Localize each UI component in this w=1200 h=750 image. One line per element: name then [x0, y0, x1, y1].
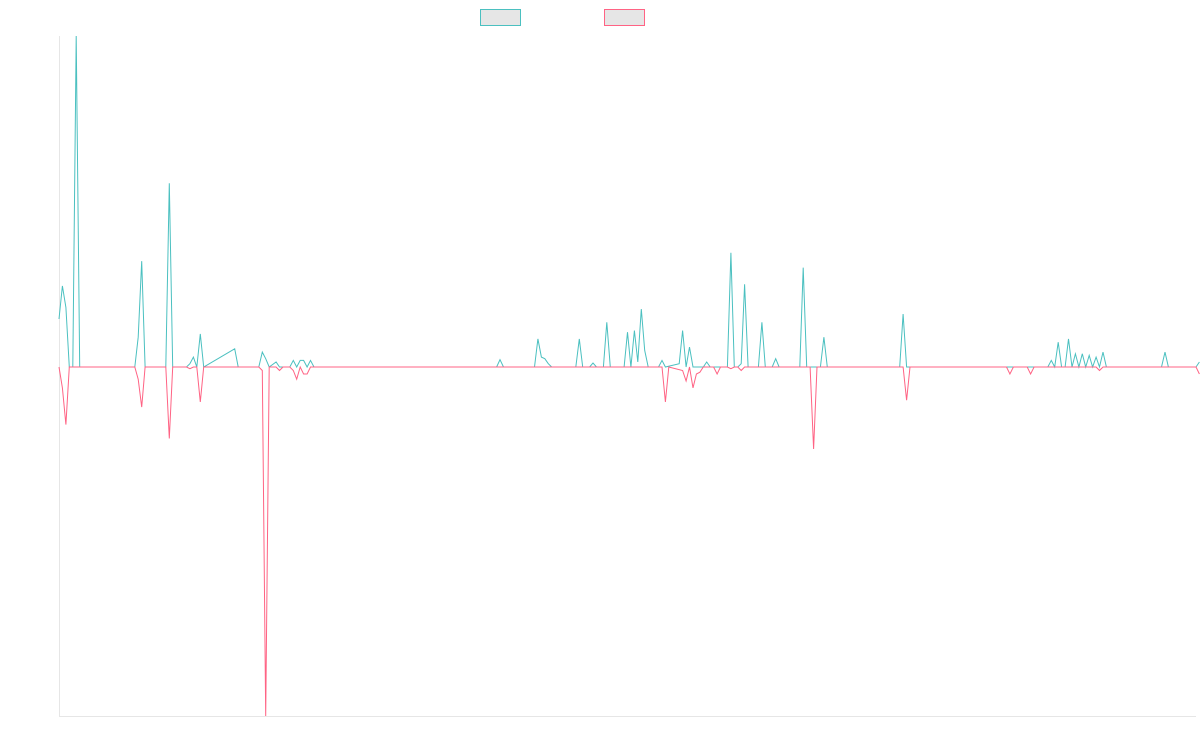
axes: [59, 36, 1196, 717]
series-line-2: [58, 365, 1200, 717]
legend: [480, 9, 645, 26]
series-line-1: [58, 35, 1200, 369]
legend-swatch-2[interactable]: [604, 9, 645, 26]
legend-swatch-1[interactable]: [480, 9, 521, 26]
series-group: [58, 35, 1200, 717]
